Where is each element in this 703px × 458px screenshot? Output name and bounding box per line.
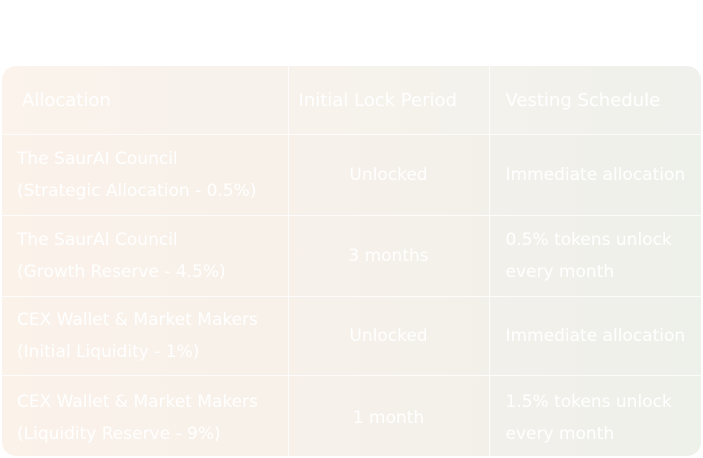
table-row: The SaurAI Council (Strategic Allocation… <box>2 134 701 216</box>
vesting-line: every month <box>505 262 615 282</box>
allocation-name: CEX Wallet & Market Makers <box>17 310 258 330</box>
table-row: CEX Wallet & Market Makers (Initial Liqu… <box>2 296 701 376</box>
vesting-table: Allocation Initial Lock Period Vesting S… <box>2 66 701 456</box>
table-body: The SaurAI Council (Strategic Allocation… <box>2 134 701 457</box>
allocation-cell: The SaurAI Council (Strategic Allocation… <box>2 134 289 216</box>
vesting-line: 0.5% tokens unlock <box>505 230 672 250</box>
vesting-schedule-cell: Immediate allocation <box>489 296 701 376</box>
allocation-name: The SaurAI Council <box>17 149 178 169</box>
header-vesting-schedule: Vesting Schedule <box>489 66 701 135</box>
vesting-line: every month <box>505 423 615 444</box>
allocation-detail: (Liquidity Reserve - 9%) <box>17 423 221 444</box>
lock-period-cell: Unlocked <box>288 296 490 376</box>
allocation-cell: CEX Wallet & Market Makers (Liquidity Re… <box>2 375 289 456</box>
allocation-name: CEX Wallet & Market Makers <box>17 391 258 412</box>
lock-period-cell: Unlocked <box>288 134 490 216</box>
allocation-detail: (Initial Liquidity - 1%) <box>17 342 200 362</box>
header-initial-lock-period: Initial Lock Period <box>288 66 490 135</box>
table-row: CEX Wallet & Market Makers (Liquidity Re… <box>2 375 701 457</box>
vesting-line: Immediate allocation <box>505 165 686 185</box>
header-allocation: Allocation <box>2 66 289 135</box>
vesting-line: Immediate allocation <box>505 326 686 346</box>
allocation-cell: CEX Wallet & Market Makers (Initial Liqu… <box>2 296 289 376</box>
vesting-table-card: Allocation Initial Lock Period Vesting S… <box>2 66 701 456</box>
vesting-line: 1.5% tokens unlock <box>505 391 672 412</box>
vesting-schedule-cell: 1.5% tokens unlock every month <box>489 376 701 457</box>
allocation-detail: (Strategic Allocation - 0.5%) <box>17 181 257 201</box>
allocation-cell: The SaurAI Council (Growth Reserve - 4.5… <box>2 215 289 297</box>
allocation-detail: (Growth Reserve - 4.5%) <box>17 262 226 282</box>
lock-period-cell: 1 month <box>288 375 490 456</box>
lock-period-cell: 3 months <box>288 215 490 297</box>
vesting-schedule-cell: 0.5% tokens unlock every month <box>489 215 701 297</box>
table-header: Allocation Initial Lock Period Vesting S… <box>2 66 701 135</box>
vesting-schedule-cell: Immediate allocation <box>489 134 701 216</box>
table-row: The SaurAI Council (Growth Reserve - 4.5… <box>2 215 701 297</box>
allocation-name: The SaurAI Council <box>17 230 178 250</box>
table-header-row: Allocation Initial Lock Period Vesting S… <box>2 66 701 135</box>
